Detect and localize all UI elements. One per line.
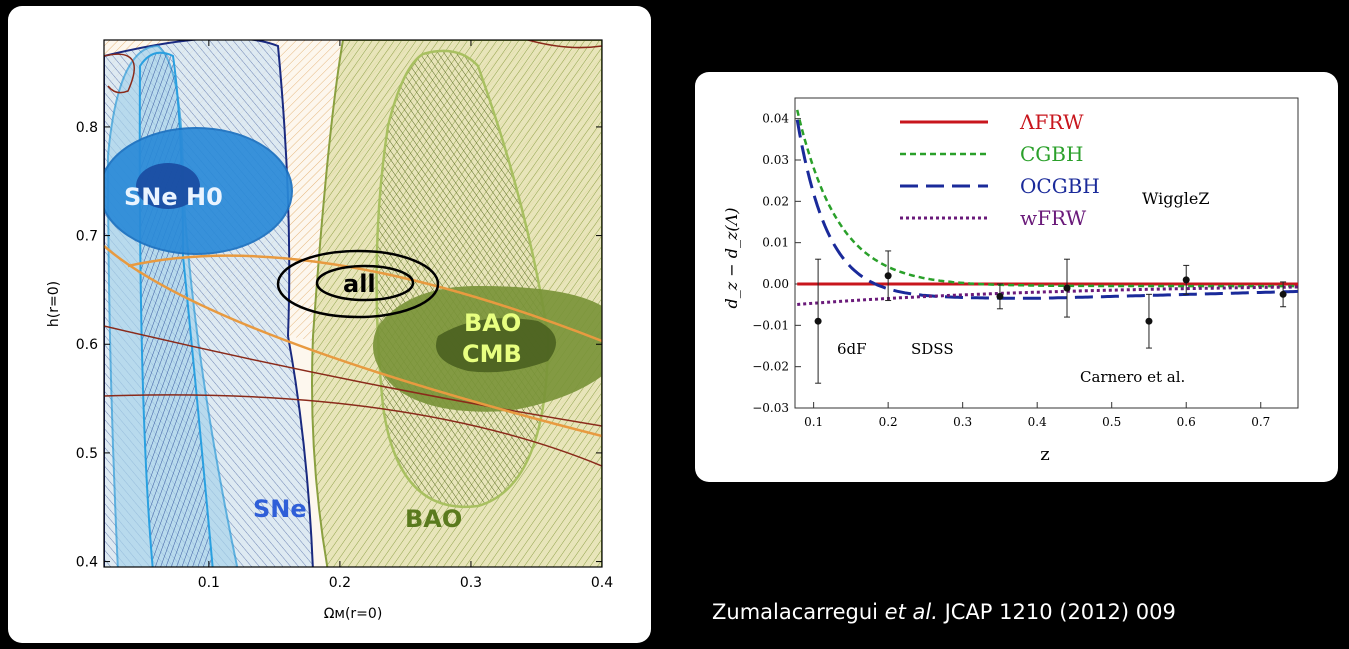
y-tick-label: 0.7 [76, 229, 98, 245]
contour-plot-area [104, 40, 602, 567]
x-tick-label: 0.4 [591, 575, 613, 591]
y-tick-label: 0.5 [76, 446, 98, 462]
region-label-bao: BAO [405, 505, 462, 533]
annotation-6df: 6dF [837, 340, 867, 358]
line-y-axis-label: d_z − d_z(Λ) [722, 208, 741, 309]
contour-chart: 0.1 0.2 0.3 0.4 0.4 0.5 0.6 0.7 0.8 SNe H0 all B… [46, 39, 613, 622]
cmb-band-line [127, 254, 602, 343]
citation-journal: JCAP 1210 (2012) 009 [944, 600, 1176, 624]
legend-label: wFRW [1020, 206, 1087, 230]
x-tick-label: 0.1 [198, 575, 220, 591]
data-point [1279, 290, 1287, 298]
data-point [884, 272, 892, 280]
contour-x-axis-label: Ωм(r=0) [324, 606, 383, 622]
y-tick-label: 0.03 [762, 153, 789, 167]
region-label-sne-h0: SNe H0 [124, 183, 223, 211]
line-x-axis-label: z [1040, 444, 1049, 465]
y-tick-label: −0.03 [752, 401, 789, 415]
data-point [1145, 317, 1153, 325]
legend-label: CGBH [1020, 142, 1083, 166]
y-tick-label: 0.6 [76, 337, 98, 353]
data-point [996, 292, 1004, 300]
cmb-band-line [104, 245, 602, 438]
region-label-bao-cmb-bottom: CMB [462, 340, 522, 368]
legend: ΛFRW CGBH OCGBH wFRW [900, 110, 1100, 230]
line-chart: 0.1 0.2 0.3 0.4 0.5 0.6 0.7 0.04 0.03 0.02 0.01 0.0… [722, 97, 1299, 465]
y-tick-label: 0.04 [762, 112, 789, 126]
annotation-sdss: SDSS [911, 340, 954, 358]
line-axis-ticks: 0.1 0.2 0.3 0.4 0.5 0.6 0.7 0.04 0.03 0.02 0.01 0.0… [752, 112, 1270, 429]
x-tick-label: 0.3 [953, 415, 972, 429]
x-tick-label: 0.2 [329, 575, 351, 591]
series-line [795, 119, 1299, 300]
data-point [1182, 276, 1190, 284]
annotation-carnero: Carnero et al. [1080, 368, 1185, 386]
x-tick-label: 0.6 [1177, 415, 1196, 429]
line-series-group [795, 109, 1299, 306]
legend-label: OCGBH [1020, 174, 1100, 198]
citation: Zumalacarregui et al. JCAP 1210 (2012) 0… [712, 600, 1176, 624]
contour-y-axis-label: h(r=0) [46, 281, 62, 327]
legend-label: ΛFRW [1019, 110, 1084, 134]
all-inner-contour [315, 264, 415, 302]
data-points-group [814, 250, 1287, 384]
region-label-sne: SNe [253, 495, 307, 523]
contour-chart-card: 0.1 0.2 0.3 0.4 0.4 0.5 0.6 0.7 0.8 SNe H0 all B… [8, 6, 651, 643]
region-label-all: all [343, 270, 376, 298]
x-tick-label: 0.2 [879, 415, 898, 429]
sne-h0-inner [136, 163, 200, 209]
y-tick-label: −0.01 [752, 318, 789, 332]
data-point [814, 317, 822, 325]
citation-etal: et al. [884, 600, 938, 624]
x-tick-label: 0.4 [1028, 415, 1047, 429]
y-tick-label: 0.4 [76, 555, 98, 571]
cmb-band-line [104, 325, 602, 427]
y-tick-label: 0.02 [762, 194, 789, 208]
x-tick-label: 0.3 [460, 575, 482, 591]
annotation-wigglez: WiggleZ [1142, 189, 1209, 208]
line-plot-frame [794, 97, 1299, 409]
x-tick-label: 0.7 [1251, 415, 1270, 429]
x-tick-label: 0.1 [804, 415, 823, 429]
citation-authors: Zumalacarregui [712, 600, 878, 624]
y-tick-label: 0.00 [762, 277, 789, 291]
cmb-band-line [104, 394, 602, 467]
y-tick-label: −0.02 [752, 360, 789, 374]
contour-axis-ticks: 0.1 0.2 0.3 0.4 0.4 0.5 0.6 0.7 0.8 [76, 40, 613, 591]
y-tick-label: 0.01 [762, 236, 789, 250]
y-tick-label: 0.8 [76, 120, 98, 136]
bao-cmb-inner [436, 318, 556, 373]
line-chart-card: 0.1 0.2 0.3 0.4 0.5 0.6 0.7 0.04 0.03 0.02 0.01 0.0… [695, 72, 1338, 482]
x-tick-label: 0.5 [1102, 415, 1121, 429]
region-label-bao-cmb-top: BAO [464, 309, 521, 337]
data-point [1063, 284, 1071, 292]
contour-plot-frame [103, 39, 603, 568]
all-outer-contour [276, 249, 440, 319]
